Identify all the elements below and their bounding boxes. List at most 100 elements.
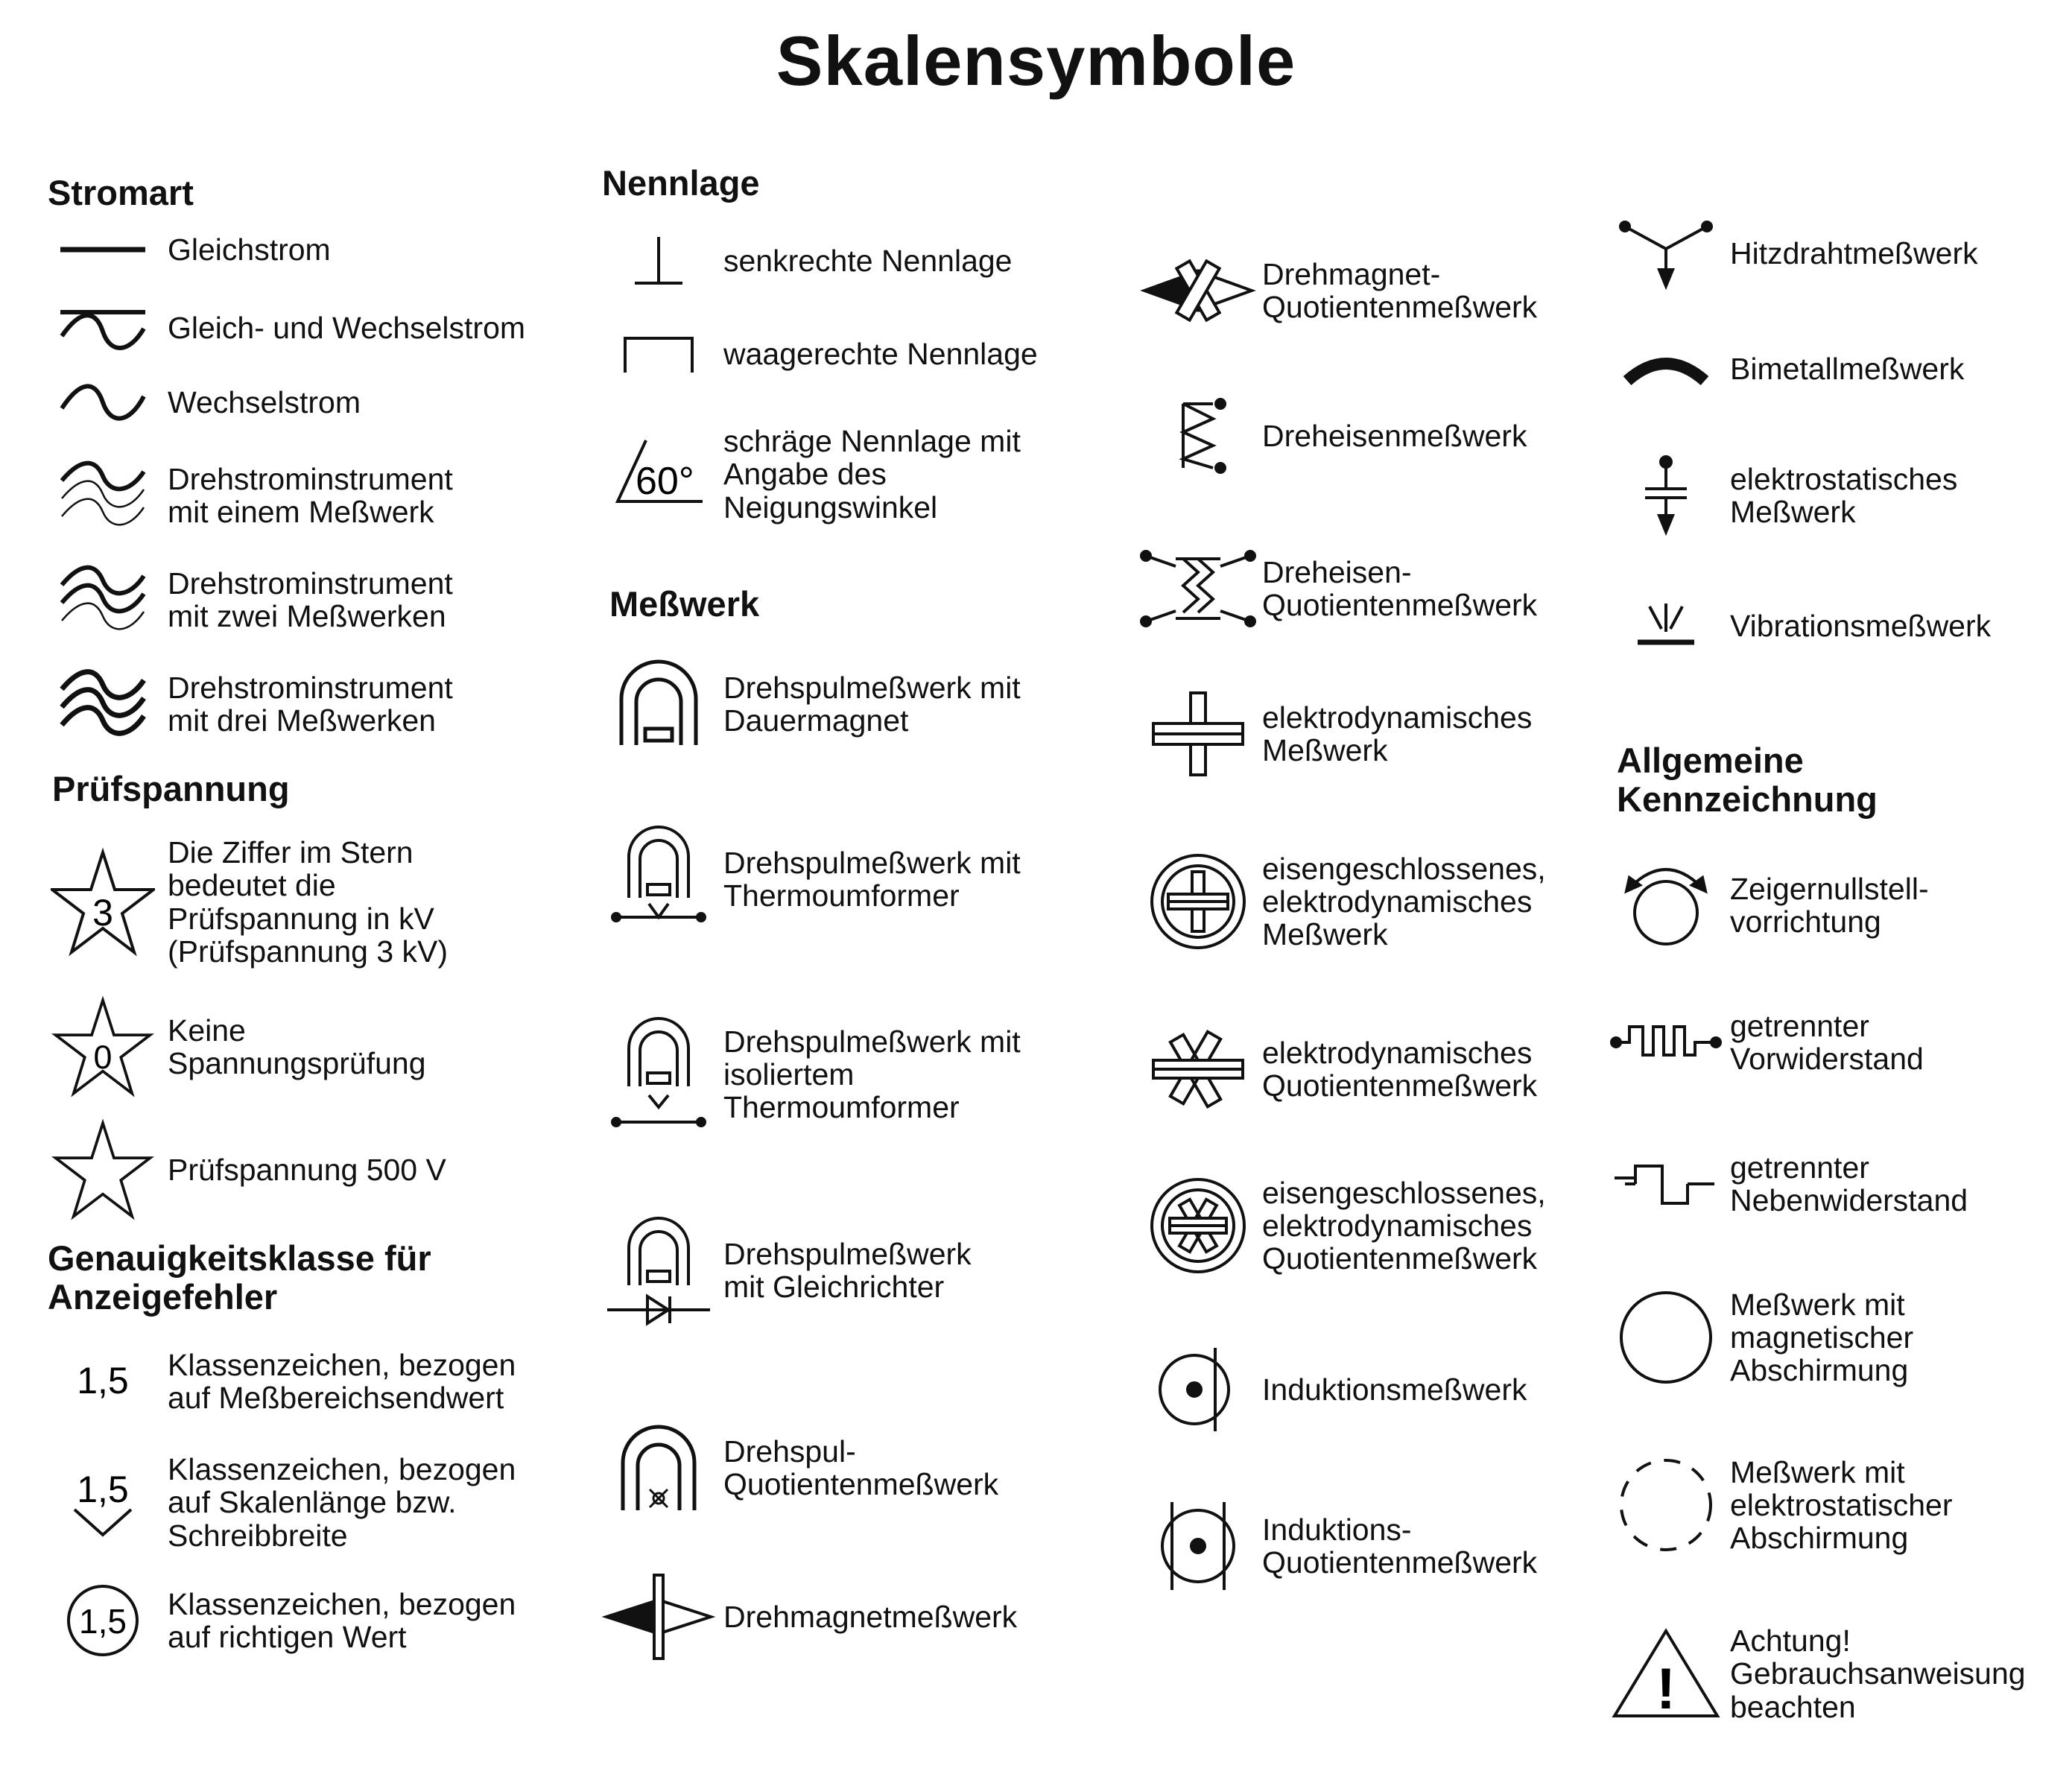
label-senkrecht: senkrechte Nennlage xyxy=(723,243,1013,278)
item-star-3: 3 Die Ziffer im Stern bedeutet die Prüfs… xyxy=(37,836,448,968)
item-hitzdraht: Hitzdrahtmeßwerk xyxy=(1602,216,1978,291)
label-drehmagnet: Drehmagnetmeßwerk xyxy=(723,1599,1018,1634)
heading-genauigkeit: Genauigkeitsklasse für Anzeigefehler xyxy=(48,1238,431,1317)
label-waagerecht: waagerechte Nennlage xyxy=(723,336,1038,371)
label-nebenwiderstand: getrennter Nebenwiderstand xyxy=(1730,1150,1968,1218)
label-magnetische-abschirmung: Meßwerk mit magnetischer Abschirmung xyxy=(1730,1287,1914,1388)
item-klasse-1: 1,5 Klassenzeichen, bezogen auf Meßberei… xyxy=(37,1349,516,1415)
drehspul-quotient-icon xyxy=(593,1419,723,1516)
waagerecht-icon xyxy=(593,328,723,380)
heading-messwerk: Meßwerk xyxy=(609,584,760,624)
klasse-messbereich-icon: 1,5 xyxy=(37,1352,168,1411)
star-3-icon: 3 xyxy=(37,846,168,958)
label-induktion: Induktionsmeßwerk xyxy=(1262,1372,1527,1407)
svg-text:1,5: 1,5 xyxy=(77,1360,129,1401)
drehstrom-zwei-messwerke-icon xyxy=(37,563,168,637)
item-waagerecht: waagerechte Nennlage xyxy=(593,328,1038,380)
magnetische-abschirmung-icon xyxy=(1602,1285,1730,1390)
label-elektrostatisch: elektrostatisches Meßwerk xyxy=(1730,461,1958,529)
item-star-empty: Prüfspannung 500 V xyxy=(37,1118,446,1222)
item-warning: ! Achtung! Gebrauchsanweisung beachten xyxy=(1602,1624,2026,1723)
drehspul-isoliert-thermoumformer-icon xyxy=(593,1015,723,1134)
label-klasse-1: Klassenzeichen, bezogen auf Meßbereichse… xyxy=(168,1348,516,1416)
item-drehspul-iso-thermo: Drehspulmeßwerk mit isoliertem Thermoumf… xyxy=(593,1015,1021,1134)
heading-pruefspannung: Prüfspannung xyxy=(52,769,290,808)
star-empty-icon xyxy=(37,1118,168,1222)
eisengeschlossen-elektrodynamisch-icon xyxy=(1134,849,1262,954)
item-drehspul-gleichrichter: Drehspulmeßwerk mit Gleichrichter xyxy=(593,1214,972,1326)
item-vibration: Vibrationsmeßwerk xyxy=(1602,596,1991,656)
zeigernullstell-icon xyxy=(1602,857,1730,954)
item-klasse-2: 1,5 Klassenzeichen, bezogen auf Skalenlä… xyxy=(37,1453,516,1552)
label-drehspul-thermo: Drehspulmeßwerk mit Thermoumformer xyxy=(723,845,1021,913)
item-induktion-quotient: Induktions- Quotientenmeßwerk xyxy=(1134,1498,1537,1594)
drehstrom-ein-messwerk-icon xyxy=(37,458,168,533)
item-schraeg: 60° schräge Nennlage mit Angabe des Neig… xyxy=(593,425,1021,524)
item-nebenwiderstand: getrennter Nebenwiderstand xyxy=(1602,1151,1968,1217)
klasse-richtiger-wert-icon: 1,5 xyxy=(37,1580,168,1662)
label-star-empty: Prüfspannung 500 V xyxy=(168,1152,446,1187)
item-klasse-3: 1,5 Klassenzeichen, bezogen auf richtige… xyxy=(37,1580,516,1662)
drehmagnet-icon xyxy=(593,1572,723,1662)
label-induktion-quotient: Induktions- Quotientenmeßwerk xyxy=(1262,1512,1538,1580)
heading-nennlage: Nennlage xyxy=(602,163,760,203)
label-elektrodynamisch-quotient: elektrodynamisches Quotientenmeßwerk xyxy=(1262,1035,1538,1103)
label-wechselstrom: Wechselstrom xyxy=(168,384,361,419)
gleichstrom-icon xyxy=(37,227,168,272)
label-elektrostatische-abschirmung: Meßwerk mit elektrostatischer Abschirmun… xyxy=(1730,1454,1953,1556)
drehspul-thermoumformer-icon xyxy=(593,823,723,935)
vorwiderstand-icon xyxy=(1602,1016,1730,1068)
senkrecht-icon xyxy=(593,231,723,291)
label-dreheisen: Dreheisenmeßwerk xyxy=(1262,418,1527,453)
label-drehspul-gleichrichter: Drehspulmeßwerk mit Gleichrichter xyxy=(723,1236,972,1304)
label-zeigernullstell: Zeigernullstell- vorrichtung xyxy=(1730,871,1929,939)
eisengeschlossen-quotient-icon xyxy=(1134,1173,1262,1278)
item-zeigernullstell: Zeigernullstell- vorrichtung xyxy=(1602,857,1929,954)
hitzdraht-icon xyxy=(1602,216,1730,291)
item-eisengeschlossen-quot: eisengeschlossenes, elektrodynamisches Q… xyxy=(1134,1173,1546,1278)
wechselstrom-icon xyxy=(37,380,168,425)
label-drehspul-quotient: Drehspul- Quotientenmeßwerk xyxy=(723,1434,999,1501)
label-warning: Achtung! Gebrauchsanweisung beachten xyxy=(1730,1624,2026,1724)
label-drehstrom-2: Drehstrominstrument mit zwei Meßwerken xyxy=(168,566,453,633)
item-magnetische-abschirmung: Meßwerk mit magnetischer Abschirmung xyxy=(1602,1285,1913,1390)
svg-text:!: ! xyxy=(1656,1656,1676,1721)
label-gleich-wechselstrom: Gleich- und Wechselstrom xyxy=(168,310,526,345)
elektrodynamisch-quotient-icon xyxy=(1134,1024,1262,1114)
warning-icon: ! xyxy=(1602,1625,1730,1722)
bimetall-icon xyxy=(1602,346,1730,391)
star-0-icon: 0 xyxy=(37,995,168,1099)
item-elektrostatisch: elektrostatisches Meßwerk xyxy=(1602,454,1957,536)
label-vorwiderstand: getrennter Vorwiderstand xyxy=(1730,1009,1924,1077)
item-wechselstrom: Wechselstrom xyxy=(37,380,361,425)
item-eisengeschlossen-dyn: eisengeschlossenes, elektrodynamisches M… xyxy=(1134,849,1546,954)
drehspul-dauermagnet-icon xyxy=(593,656,723,753)
item-gleich-wechselstrom: Gleich- und Wechselstrom xyxy=(37,302,525,354)
svg-text:3: 3 xyxy=(92,892,113,934)
item-gleichstrom: Gleichstrom xyxy=(37,227,331,272)
item-drehspul-dauermagnet: Drehspulmeßwerk mit Dauermagnet xyxy=(593,656,1021,753)
induktion-quotient-icon xyxy=(1134,1498,1262,1594)
item-drehstrom-3: Drehstrominstrument mit drei Meßwerken xyxy=(37,667,453,741)
item-elektrodynamisch: elektrodynamisches Meßwerk xyxy=(1134,689,1532,779)
label-star-0: Keine Spannungsprüfung xyxy=(168,1013,426,1080)
item-elektrodynamisch-quotient: elektrodynamisches Quotientenmeßwerk xyxy=(1134,1024,1537,1114)
label-gleichstrom: Gleichstrom xyxy=(168,232,331,267)
label-star-3: Die Ziffer im Stern bedeutet die Prüfspa… xyxy=(168,835,449,969)
item-drehspul-quotient: Drehspul- Quotientenmeßwerk xyxy=(593,1419,998,1516)
elektrostatisch-icon xyxy=(1602,454,1730,536)
label-klasse-2: Klassenzeichen, bezogen auf Skalenlänge … xyxy=(168,1452,516,1553)
klasse-skalenlaenge-icon: 1,5 xyxy=(37,1457,168,1547)
heading-allgemein: Allgemeine Kennzeichnung xyxy=(1617,741,1878,819)
label-eisengeschlossen-quot: eisengeschlossenes, elektrodynamisches Q… xyxy=(1262,1175,1546,1276)
label-drehstrom-3: Drehstrominstrument mit drei Meßwerken xyxy=(168,670,453,738)
item-elektrostatische-abschirmung: Meßwerk mit elektrostatischer Abschirmun… xyxy=(1602,1453,1953,1557)
item-drehstrom-1: Drehstrominstrument mit einem Meßwerk xyxy=(37,458,453,533)
dreheisen-icon xyxy=(1134,395,1262,477)
label-schraeg: schräge Nennlage mit Angabe des Neigungs… xyxy=(723,424,1021,525)
drehstrom-drei-messwerke-icon xyxy=(37,667,168,741)
svg-text:1,5: 1,5 xyxy=(79,1602,127,1641)
item-bimetall: Bimetallmeßwerk xyxy=(1602,346,1964,391)
item-star-0: 0 Keine Spannungsprüfung xyxy=(37,995,426,1099)
svg-text:60°: 60° xyxy=(636,460,694,503)
